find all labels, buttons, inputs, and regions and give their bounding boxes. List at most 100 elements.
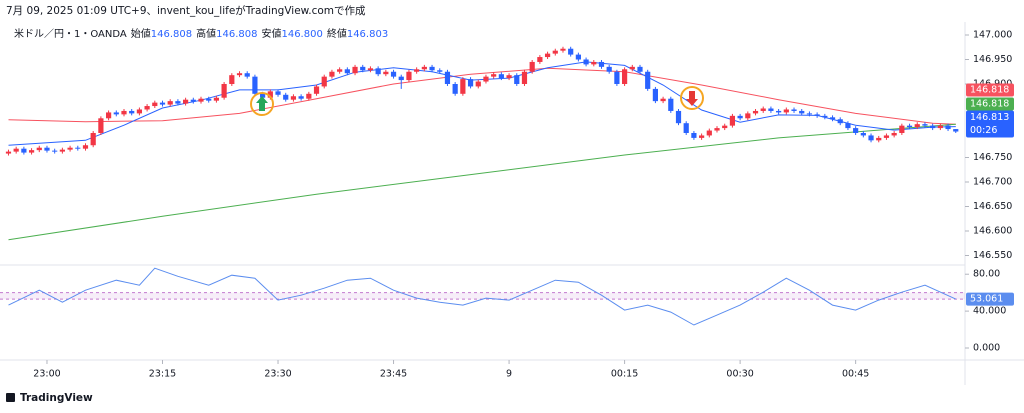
candle-body bbox=[36, 147, 42, 151]
legend-label: 安値 bbox=[261, 27, 281, 40]
legend-value: 146.808 bbox=[151, 29, 192, 40]
candle-body bbox=[221, 83, 227, 98]
candle-body bbox=[822, 115, 828, 118]
y-tick-label: 147.000 bbox=[973, 29, 1012, 40]
candle-body bbox=[591, 61, 597, 65]
candle-body bbox=[652, 88, 658, 102]
rsi-label: 53.061 bbox=[970, 294, 1003, 305]
candle-body bbox=[159, 102, 166, 105]
x-tick-label: 23:30 bbox=[264, 369, 291, 380]
candle-body bbox=[129, 110, 135, 114]
price-label: 146.813 bbox=[970, 112, 1009, 123]
candle-body bbox=[344, 69, 350, 74]
candle-body bbox=[275, 91, 281, 95]
candle-body bbox=[529, 61, 535, 72]
candle-body bbox=[930, 125, 936, 129]
candle-body bbox=[367, 68, 374, 71]
candle-body bbox=[121, 110, 127, 115]
candle-body bbox=[229, 75, 235, 84]
y-tick-label: 146.550 bbox=[973, 250, 1012, 261]
candle-body bbox=[544, 53, 551, 58]
candle-body bbox=[306, 93, 312, 99]
candle-body bbox=[290, 96, 297, 100]
candle-body bbox=[206, 98, 212, 101]
candle-body bbox=[752, 110, 759, 114]
candle-body bbox=[28, 150, 35, 153]
candle-body bbox=[167, 101, 173, 105]
legend-label: 高値 bbox=[196, 27, 216, 40]
candle-body bbox=[860, 132, 866, 136]
rsi-line bbox=[8, 267, 957, 326]
candle-body bbox=[706, 130, 712, 136]
candle-body bbox=[552, 50, 558, 54]
y-tick-label: 146.950 bbox=[973, 54, 1012, 65]
candle-body bbox=[421, 66, 427, 70]
candle-body bbox=[283, 94, 289, 100]
candle-body bbox=[691, 132, 697, 138]
candle-body bbox=[152, 102, 158, 107]
candle-body bbox=[183, 99, 189, 104]
candle-body bbox=[745, 113, 751, 119]
candle-body bbox=[475, 81, 481, 87]
candle-body bbox=[498, 74, 504, 79]
candle-body bbox=[876, 137, 882, 141]
price-label: 146.818 bbox=[970, 99, 1009, 110]
y-tick-label: 80.00 bbox=[973, 269, 1000, 280]
candle-body bbox=[460, 79, 466, 94]
x-tick-label: 23:15 bbox=[149, 369, 176, 380]
candle-body bbox=[945, 125, 951, 130]
footer: TradingView bbox=[20, 392, 93, 404]
x-tick-label: 23:00 bbox=[33, 369, 60, 380]
candle-body bbox=[668, 98, 674, 111]
y-tick-label: 40.000 bbox=[973, 306, 1006, 317]
candle-body bbox=[521, 71, 528, 84]
legend-value: 146.808 bbox=[216, 29, 257, 40]
candle-body bbox=[645, 71, 651, 89]
candle-body bbox=[575, 54, 581, 60]
candle-body bbox=[606, 66, 612, 72]
footer-logo: TradingView bbox=[6, 392, 93, 404]
candle-body bbox=[776, 110, 782, 113]
candle-body bbox=[313, 86, 320, 94]
candle-body bbox=[360, 66, 366, 71]
price-label-box bbox=[966, 83, 1014, 97]
candle-body bbox=[814, 114, 820, 116]
candle-body bbox=[82, 145, 89, 149]
price-labels: 146.818 146.818 146.813 00:26 53.061 bbox=[966, 83, 1014, 306]
legend-label: 終値 bbox=[327, 27, 347, 40]
candle-body bbox=[383, 71, 389, 75]
candle-body bbox=[922, 124, 928, 126]
candle-body bbox=[52, 150, 58, 152]
candle-body bbox=[483, 76, 489, 82]
moving-average bbox=[8, 67, 956, 125]
candle-body bbox=[198, 98, 204, 102]
price-label-box bbox=[966, 97, 1014, 111]
candle-body bbox=[59, 149, 65, 152]
candle-body bbox=[452, 83, 458, 94]
candle-body bbox=[491, 74, 497, 77]
rsi-band-fill bbox=[0, 292, 965, 300]
candle-body bbox=[675, 110, 682, 124]
candle-body bbox=[175, 101, 181, 104]
candle-body bbox=[5, 151, 12, 154]
x-tick-label: 00:30 bbox=[726, 369, 753, 380]
sell-signal bbox=[680, 86, 704, 110]
candle-body bbox=[514, 75, 520, 84]
x-tick-label: 23:45 bbox=[380, 369, 407, 380]
candle-body bbox=[329, 71, 335, 77]
candle-body bbox=[768, 108, 774, 111]
candle-body bbox=[568, 48, 574, 55]
candle-body bbox=[506, 75, 512, 79]
candle-body bbox=[899, 125, 905, 133]
candle-body bbox=[953, 129, 959, 132]
candle-body bbox=[437, 70, 443, 72]
candle-body bbox=[67, 147, 73, 150]
candle-body bbox=[714, 128, 720, 131]
candle-body bbox=[21, 148, 27, 153]
candle-body bbox=[629, 66, 635, 70]
candle-body bbox=[906, 125, 913, 128]
candle-body bbox=[598, 61, 605, 67]
y-tick-label: 146.750 bbox=[973, 152, 1012, 163]
candle-body bbox=[406, 71, 412, 81]
